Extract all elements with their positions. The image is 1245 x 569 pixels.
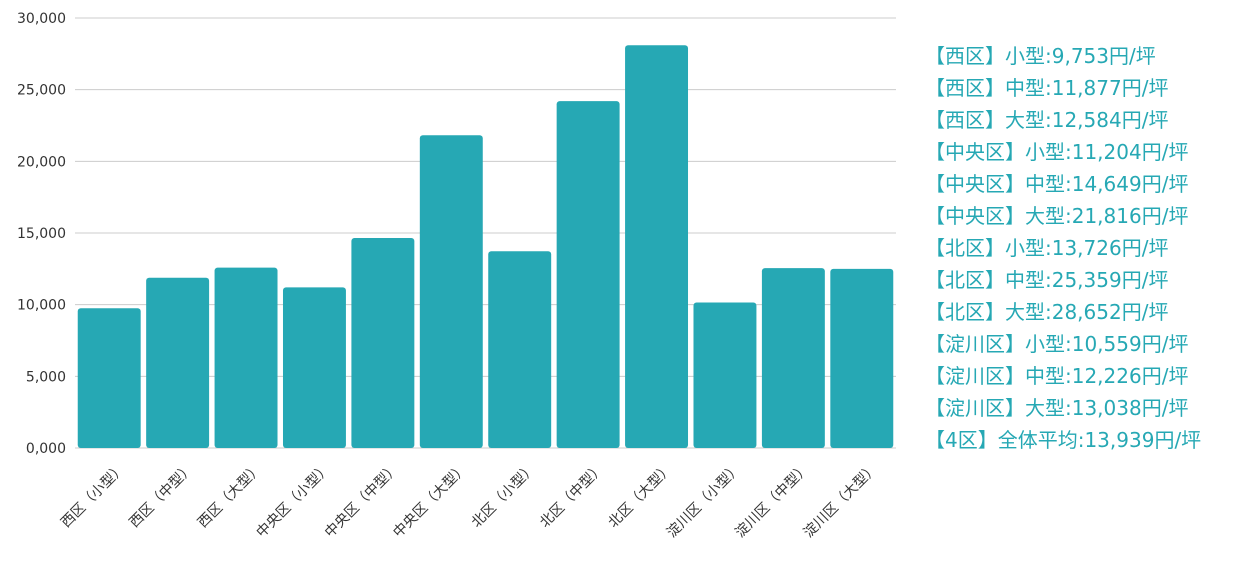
- annotation-line: 【中央区】大型:21,816円/坪: [925, 204, 1189, 228]
- annotation-line: 【中央区】小型:11,204円/坪: [925, 140, 1189, 164]
- annotation-line: 【西区】中型:11,877円/坪: [925, 76, 1169, 100]
- x-category-label: 中央区（大型）: [390, 460, 471, 541]
- bar: [761, 268, 825, 448]
- x-axis-labels: 西区（小型）西区（中型）西区（大型）中央区（小型）中央区（中型）中央区（大型）北…: [58, 460, 881, 541]
- bar: [830, 268, 894, 448]
- annotation-line: 【西区】小型:9,753円/坪: [925, 44, 1156, 68]
- bar: [214, 267, 278, 448]
- x-category-label: 西区（小型）: [58, 460, 129, 531]
- bar: [351, 238, 415, 448]
- y-axis-ticks: 0,000 5,000 10,000 15,000 20,000 25,000 30,000: [17, 11, 66, 457]
- bar: [282, 287, 346, 448]
- bar: [625, 45, 689, 448]
- y-tick-label: 10,000: [17, 298, 66, 314]
- x-category-label: 北区（中型）: [537, 460, 608, 531]
- x-category-label: 西区（大型）: [195, 460, 266, 531]
- annotation-line: 【淀川区】中型:12,226円/坪: [925, 364, 1189, 388]
- price-annotations: 【西区】小型:9,753円/坪 【西区】中型:11,877円/坪 【西区】大型:12…: [925, 40, 1201, 456]
- bar: [146, 277, 210, 448]
- bar: [419, 135, 483, 448]
- y-tick-label: 15,000: [17, 226, 66, 242]
- annotation-line: 【北区】中型:25,359円/坪: [925, 268, 1169, 292]
- x-category-label: 北区（小型）: [469, 460, 540, 531]
- bar: [556, 101, 620, 448]
- annotation-line: 【4区】全体平均:13,939円/坪: [925, 428, 1202, 452]
- annotation-line: 【西区】大型:12,584円/坪: [925, 108, 1169, 132]
- annotation-line: 【北区】大型:28,652円/坪: [925, 300, 1169, 324]
- bar: [77, 308, 141, 448]
- bar: [488, 251, 552, 448]
- annotation-line: 【淀川区】小型:10,559円/坪: [925, 332, 1189, 356]
- y-tick-label: 30,000: [17, 11, 66, 27]
- annotation-line: 【北区】小型:13,726円/坪: [925, 236, 1169, 260]
- annotation-line: 【淀川区】大型:13,038円/坪: [925, 396, 1189, 420]
- x-category-label: 淀川区（大型）: [801, 460, 882, 541]
- y-tick-label: 20,000: [17, 154, 66, 170]
- y-tick-label: 0,000: [26, 441, 66, 457]
- bars: [77, 45, 894, 448]
- bar: [693, 302, 757, 448]
- x-category-label: 西区（中型）: [127, 460, 198, 531]
- gridlines: [75, 17, 896, 449]
- y-tick-label: 5,000: [26, 369, 66, 385]
- annotation-line: 【中央区】中型:14,649円/坪: [925, 172, 1189, 196]
- y-tick-label: 25,000: [17, 83, 66, 99]
- x-category-label: 北区（大型）: [605, 460, 676, 531]
